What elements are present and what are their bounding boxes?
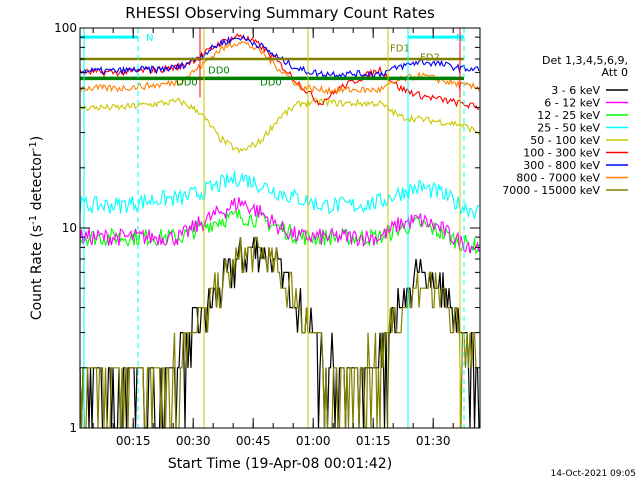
- series-3-6-kev: [79, 237, 480, 429]
- series-6-12-kev: [79, 197, 480, 254]
- flag-annotation: DD0: [260, 78, 282, 89]
- y-tick-label: 10: [62, 221, 77, 235]
- axis-layer: 1 10 100 00:15 00:30 00:45 01:00 01:15 01:30: [54, 21, 480, 448]
- flag-annotation: FD1: [390, 43, 410, 54]
- y-axis-label-mid: detector: [29, 151, 45, 215]
- series-line: [79, 197, 480, 254]
- flag-layer: NNFD1FD2DD0DD0DD0: [80, 33, 464, 89]
- y-axis-label-sup2: -1: [28, 141, 39, 151]
- legend-label: 50 - 100 keV: [530, 134, 600, 147]
- x-tick-label: 01:30: [416, 434, 451, 448]
- legend-header-line: Det 1,3,4,5,6,9,: [542, 54, 628, 67]
- y-axis-label-main: Count Rate (s: [29, 225, 45, 320]
- y-axis-label: Count Rate (s-1 detector-1): [28, 136, 45, 320]
- x-tick-label: 01:15: [356, 434, 391, 448]
- legend-label: 7000 - 15000 keV: [502, 184, 600, 197]
- legend-label: 12 - 25 keV: [537, 109, 600, 122]
- series-line: [79, 236, 479, 429]
- x-tick-label: 00:15: [116, 434, 151, 448]
- y-tick-label: 1: [69, 421, 77, 435]
- timestamp: 14-Oct-2021 09:05: [551, 469, 636, 479]
- flag-annotation: DD0: [208, 66, 230, 77]
- y-tick-label: 100: [54, 21, 77, 35]
- x-tick-label: 00:30: [176, 434, 211, 448]
- legend-label: 25 - 50 keV: [537, 122, 600, 135]
- x-tick-label: 01:00: [296, 434, 331, 448]
- legend-label: 3 - 6 keV: [551, 84, 600, 97]
- legend-label: 100 - 300 keV: [523, 147, 600, 160]
- x-axis-label: Start Time (19-Apr-08 00:01:42): [168, 456, 392, 472]
- x-tick-label: 00:45: [236, 434, 271, 448]
- y-axis-label-sup1: -1: [28, 215, 39, 225]
- chart-title: RHESSI Observing Summary Count Rates: [125, 4, 435, 22]
- series-line: [79, 170, 480, 221]
- legend-label: 300 - 800 keV: [523, 159, 600, 172]
- vline-layer: [83, 28, 465, 428]
- series-line: [79, 237, 480, 429]
- series-layer: [79, 33, 480, 429]
- series-line: [79, 33, 480, 111]
- legend-label: 6 - 12 keV: [544, 97, 600, 110]
- series-50-100-kev: [79, 97, 480, 154]
- series-100-300-kev: [79, 33, 480, 111]
- series-line: [79, 97, 480, 154]
- flag-annotation: FD2: [420, 53, 440, 64]
- flag-annotation: DD0: [176, 78, 198, 89]
- y-axis-label-end: ): [29, 136, 45, 141]
- legend-label: 800 - 7000 keV: [516, 172, 600, 185]
- legend-header-line: Att 0: [602, 66, 628, 79]
- series-25-50-kev: [79, 170, 480, 221]
- flag-annotation: N: [146, 33, 153, 44]
- series-7000-15000-kev: [79, 236, 479, 429]
